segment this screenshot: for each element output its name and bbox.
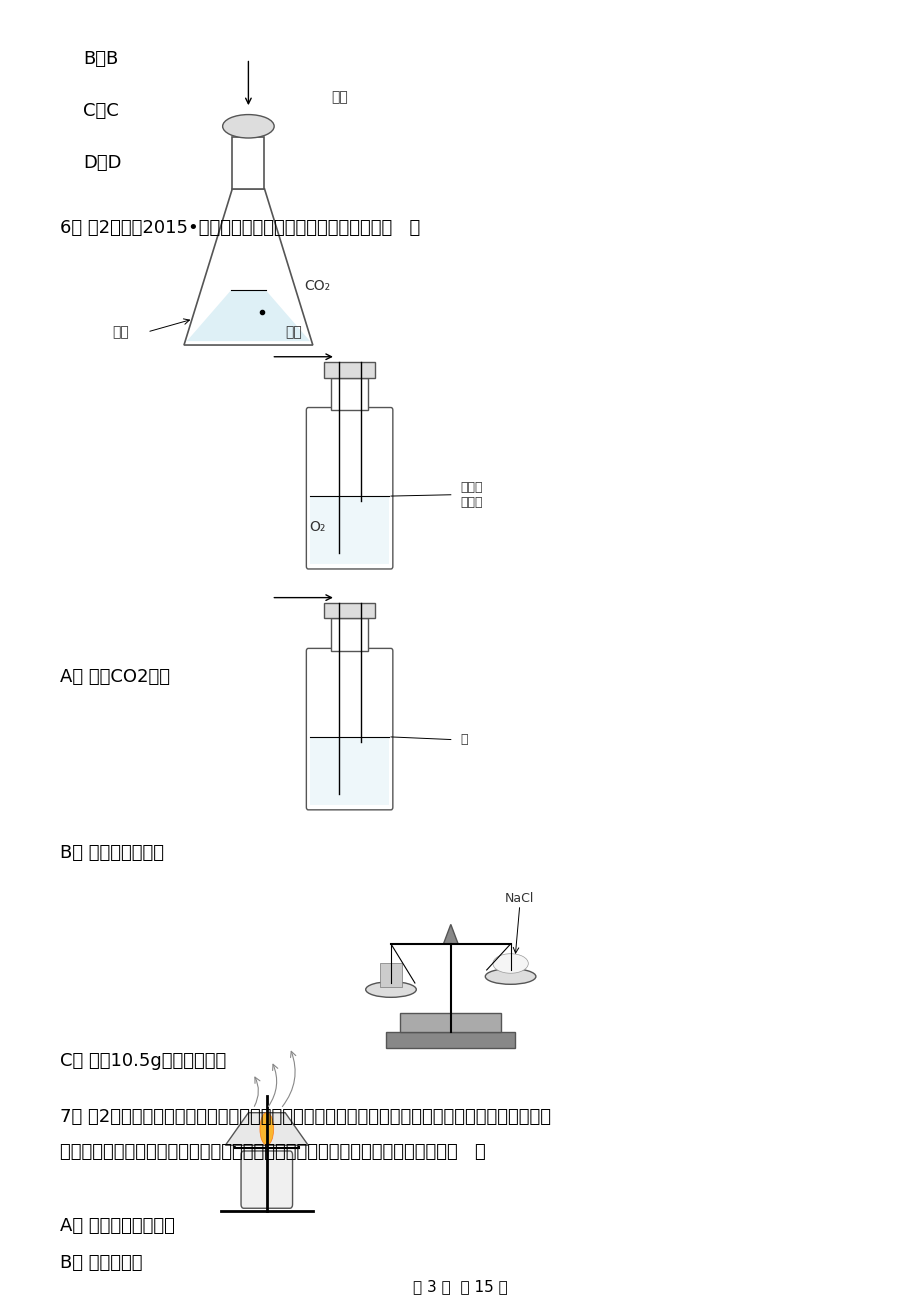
- Bar: [323, 603, 375, 618]
- Bar: [331, 618, 368, 651]
- FancyBboxPatch shape: [241, 1151, 292, 1208]
- Text: 7． （2分）小聪为了探究燃烧的条件，设计了如图实验装置。通过用力上下振荡锥形瓶可以看到白磷: 7． （2分）小聪为了探究燃烧的条件，设计了如图实验装置。通过用力上下振荡锥形瓶…: [60, 1108, 550, 1126]
- Text: B．B: B．B: [83, 49, 118, 68]
- Polygon shape: [187, 290, 310, 341]
- Text: 6． （2分）ﾈ2015•新疆）下列实验操作或过程不合理的是（   ）: 6． （2分）ﾈ2015•新疆）下列实验操作或过程不合理的是（ ）: [60, 219, 420, 237]
- FancyBboxPatch shape: [306, 408, 392, 569]
- Text: C．C: C．C: [83, 102, 119, 120]
- Ellipse shape: [493, 953, 528, 973]
- Text: 氧气: 氧气: [331, 91, 347, 104]
- Bar: [323, 362, 375, 378]
- Text: B． 要有可燃物: B． 要有可燃物: [60, 1254, 142, 1272]
- Text: CO₂: CO₂: [304, 279, 330, 293]
- Text: A． 必须用力上下振荡: A． 必须用力上下振荡: [60, 1217, 175, 1236]
- Text: D．D: D．D: [83, 154, 121, 172]
- Text: 热水: 热水: [112, 326, 129, 339]
- Ellipse shape: [260, 1112, 274, 1146]
- Bar: [331, 378, 368, 410]
- Text: 第 3 页  共 15 页: 第 3 页 共 15 页: [413, 1279, 506, 1294]
- Text: O₂: O₂: [309, 519, 325, 534]
- Text: 燃烧火火相容的场景，停止振荡则火焎息灭。该实验直接说明的燃烧需要的条件是（   ）: 燃烧火火相容的场景，停止振荡则火焎息灭。该实验直接说明的燃烧需要的条件是（ ）: [60, 1143, 485, 1161]
- Polygon shape: [184, 189, 312, 345]
- Bar: [233, 137, 265, 189]
- Text: A． 检验CO2气体: A． 检验CO2气体: [60, 668, 170, 686]
- Bar: [400, 1013, 501, 1032]
- Bar: [380, 963, 402, 987]
- Text: C． 称取10.5g的氯化钓固体: C． 称取10.5g的氯化钓固体: [60, 1052, 226, 1070]
- Bar: [386, 1032, 515, 1048]
- Text: 澄清的
石灰水: 澄清的 石灰水: [460, 480, 482, 509]
- Text: 白磷: 白磷: [285, 326, 301, 339]
- Text: 水: 水: [460, 733, 467, 746]
- FancyBboxPatch shape: [306, 648, 392, 810]
- Bar: [310, 496, 389, 564]
- Bar: [310, 737, 389, 805]
- Polygon shape: [443, 924, 458, 944]
- Ellipse shape: [222, 115, 274, 138]
- Polygon shape: [225, 1113, 308, 1146]
- Ellipse shape: [485, 969, 535, 984]
- Ellipse shape: [366, 982, 416, 997]
- Text: NaCl: NaCl: [505, 892, 534, 905]
- Text: B． 监控气体的流速: B． 监控气体的流速: [60, 844, 164, 862]
